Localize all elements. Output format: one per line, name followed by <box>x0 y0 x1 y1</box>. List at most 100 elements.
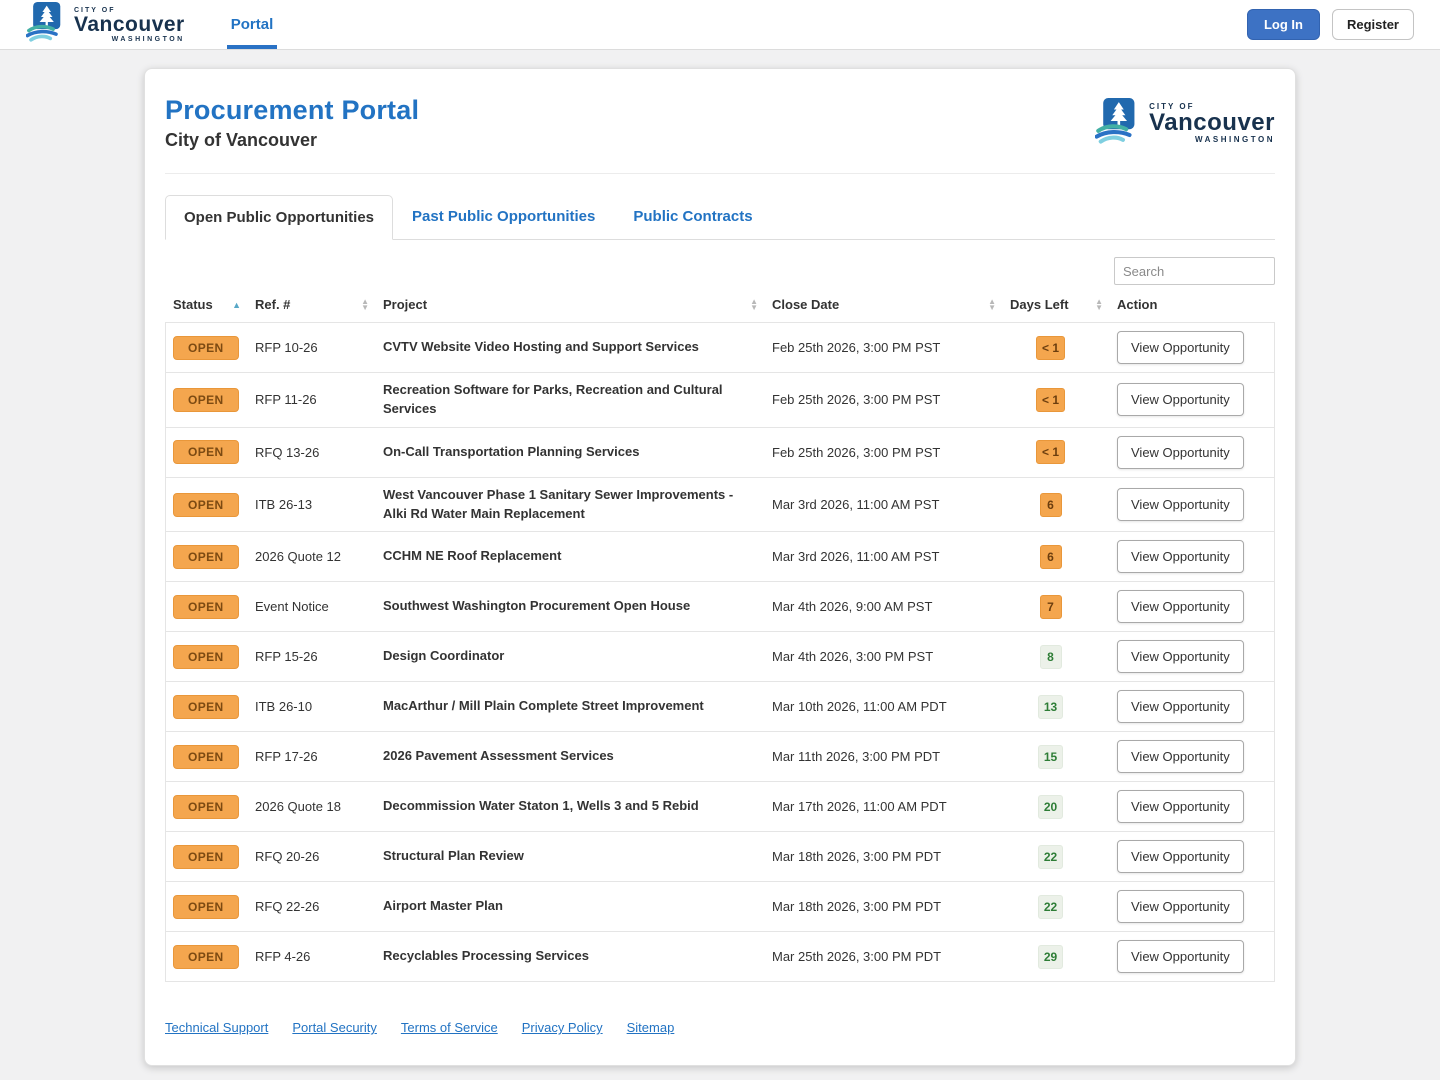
table-header: Status ▲ Ref. # ▲ ▼ Project ▲ ▼ Close Date… <box>165 285 1275 322</box>
days-left-badge: 8 <box>1039 644 1062 669</box>
view-opportunity-button[interactable]: View Opportunity <box>1117 488 1244 522</box>
view-opportunity-button[interactable]: View Opportunity <box>1117 940 1244 974</box>
table-row: OPEN RFP 4-26 Recyclables Processing Ser… <box>166 932 1274 981</box>
days-left-badge: 29 <box>1037 944 1064 969</box>
days-left-badge: 22 <box>1037 894 1064 919</box>
ref-number: RFP 10-26 <box>255 340 318 355</box>
vancouver-logo[interactable]: CITY OF Vancouver WASHINGTON <box>25 0 185 49</box>
view-opportunity-button[interactable]: View Opportunity <box>1117 331 1244 364</box>
view-opportunity-button[interactable]: View Opportunity <box>1117 540 1244 574</box>
view-opportunity-button[interactable]: View Opportunity <box>1117 740 1244 774</box>
project-name: Recreation Software for Parks, Recreatio… <box>383 382 723 416</box>
column-header-status[interactable]: Status ▲ <box>173 297 241 312</box>
sort-icon[interactable]: ▲ ▼ <box>988 296 996 312</box>
table-row: OPEN RFQ 22-26 Airport Master Plan Mar 1… <box>166 882 1274 933</box>
vancouver-logo-icon <box>1094 96 1141 151</box>
days-left-badge: 6 <box>1039 544 1062 569</box>
search-input[interactable] <box>1114 257 1275 285</box>
days-left-badge: 13 <box>1037 694 1064 719</box>
footer-link-privacy-policy[interactable]: Privacy Policy <box>521 1020 603 1036</box>
view-opportunity-button[interactable]: View Opportunity <box>1117 640 1244 674</box>
footer-link-terms-of-service[interactable]: Terms of Service <box>400 1020 498 1036</box>
view-opportunity-button[interactable]: View Opportunity <box>1117 890 1244 924</box>
project-name: West Vancouver Phase 1 Sanitary Sewer Im… <box>383 486 734 521</box>
register-button[interactable]: Register <box>1331 9 1414 40</box>
sort-icon[interactable]: ▲ ▼ <box>750 296 758 312</box>
project-name: Southwest Washington Procurement Open Ho… <box>383 598 691 614</box>
status-badge: OPEN <box>173 644 239 669</box>
days-left-badge: 7 <box>1039 594 1062 619</box>
days-left-badge: < 1 <box>1035 335 1065 360</box>
footer-link-technical-support[interactable]: Technical Support <box>165 1020 269 1036</box>
days-left-badge: 20 <box>1037 794 1064 819</box>
status-badge: OPEN <box>173 335 239 360</box>
tab-past-public-opportunities[interactable]: Past Public Opportunities <box>412 208 596 225</box>
close-date: Mar 4th 2026, 9:00 AM PST <box>772 599 933 615</box>
card-header: Procurement Portal City of Vancouver CIT… <box>165 69 1275 174</box>
top-navigation: Portal <box>226 0 278 49</box>
project-name: Recyclables Processing Services <box>383 948 589 964</box>
status-badge: OPEN <box>173 894 239 919</box>
view-opportunity-button[interactable]: View Opportunity <box>1117 383 1244 417</box>
close-date: Mar 18th 2026, 3:00 PM PDT <box>772 899 942 915</box>
column-header-action: Action <box>1117 297 1158 312</box>
table-row: OPEN RFP 11-26 Recreation Software for P… <box>166 373 1274 428</box>
column-header-close-date[interactable]: Close Date ▲ ▼ <box>772 296 996 312</box>
sort-icon[interactable]: ▲ ▼ <box>361 296 369 312</box>
view-opportunity-button[interactable]: View Opportunity <box>1117 435 1244 469</box>
table-row: OPEN RFP 17-26 2026 Pavement Assessment … <box>166 732 1274 783</box>
status-badge: OPEN <box>173 944 239 969</box>
days-left-badge: < 1 <box>1035 440 1065 465</box>
close-date: Mar 4th 2026, 3:00 PM PST <box>772 649 934 665</box>
brand-name: Vancouver <box>74 12 185 36</box>
ref-number: ITB 26-10 <box>255 699 313 715</box>
close-date: Feb 25th 2026, 3:00 PM PST <box>772 444 941 460</box>
tab-open-public-opportunities[interactable]: Open Public Opportunities <box>165 195 394 240</box>
ref-number: Event Notice <box>255 599 329 615</box>
footer-link-sitemap[interactable]: Sitemap <box>626 1020 675 1036</box>
project-name: Airport Master Plan <box>383 898 503 914</box>
view-opportunity-button[interactable]: View Opportunity <box>1117 840 1244 874</box>
status-badge: OPEN <box>173 544 239 569</box>
table-row: OPEN Event Notice Southwest Washington P… <box>166 582 1274 633</box>
column-header-project[interactable]: Project ▲ ▼ <box>383 296 758 312</box>
project-name: On-Call Transportation Planning Services <box>383 443 640 459</box>
close-date: Mar 3rd 2026, 11:00 AM PST <box>772 549 940 565</box>
status-badge: OPEN <box>173 694 239 719</box>
status-badge: OPEN <box>173 744 239 769</box>
city-logo: CITY OF Vancouver WASHINGTON <box>1094 96 1275 151</box>
close-date: Mar 3rd 2026, 11:00 AM PST <box>772 497 940 513</box>
close-date: Mar 18th 2026, 3:00 PM PDT <box>772 849 942 865</box>
nav-item-portal[interactable]: Portal <box>226 0 278 49</box>
status-badge: OPEN <box>173 794 239 819</box>
table-row: OPEN RFQ 13-26 On-Call Transportation Pl… <box>166 428 1274 478</box>
ref-number: RFQ 22-26 <box>255 899 320 915</box>
ref-number: 2026 Quote 12 <box>255 549 342 565</box>
table-row: OPEN RFP 15-26 Design Coordinator Mar 4t… <box>166 632 1274 683</box>
vancouver-logo-icon <box>25 0 66 49</box>
view-opportunity-button[interactable]: View Opportunity <box>1117 690 1244 724</box>
table-row: OPEN RFP 10-26 CVTV Website Video Hostin… <box>166 323 1274 373</box>
sort-ascending-icon[interactable]: ▲ <box>232 299 241 310</box>
table-row: OPEN ITB 26-13 West Vancouver Phase 1 Sa… <box>166 478 1274 533</box>
table-row: OPEN 2026 Quote 12 CCHM NE Roof Replacem… <box>166 532 1274 583</box>
procurement-portal-card: Procurement Portal City of Vancouver CIT… <box>144 68 1296 1067</box>
log-in-button[interactable]: Log In <box>1246 9 1320 40</box>
view-opportunity-button[interactable]: View Opportunity <box>1117 590 1244 624</box>
footer-link-portal-security[interactable]: Portal Security <box>292 1020 377 1036</box>
status-badge: OPEN <box>173 492 239 517</box>
topbar: CITY OF Vancouver WASHINGTON Portal Log … <box>0 0 1440 50</box>
sort-icon[interactable]: ▲ ▼ <box>1095 296 1103 312</box>
column-header-ref[interactable]: Ref. # ▲ ▼ <box>255 296 369 312</box>
table-row: OPEN 2026 Quote 18 Decommission Water St… <box>166 782 1274 833</box>
close-date: Mar 17th 2026, 11:00 AM PDT <box>772 799 947 815</box>
view-opportunity-button[interactable]: View Opportunity <box>1117 790 1244 824</box>
page-subtitle: City of Vancouver <box>165 130 318 150</box>
project-name: 2026 Pavement Assessment Services <box>383 748 614 764</box>
brand-state: WASHINGTON <box>111 35 185 43</box>
column-header-days-left[interactable]: Days Left ▲ ▼ <box>1010 296 1103 312</box>
brand-city-of: CITY OF <box>74 6 116 14</box>
tab-bar: Open Public Opportunities Past Public Op… <box>165 194 1275 240</box>
tab-public-contracts[interactable]: Public Contracts <box>633 208 753 225</box>
status-badge: OPEN <box>173 844 239 869</box>
